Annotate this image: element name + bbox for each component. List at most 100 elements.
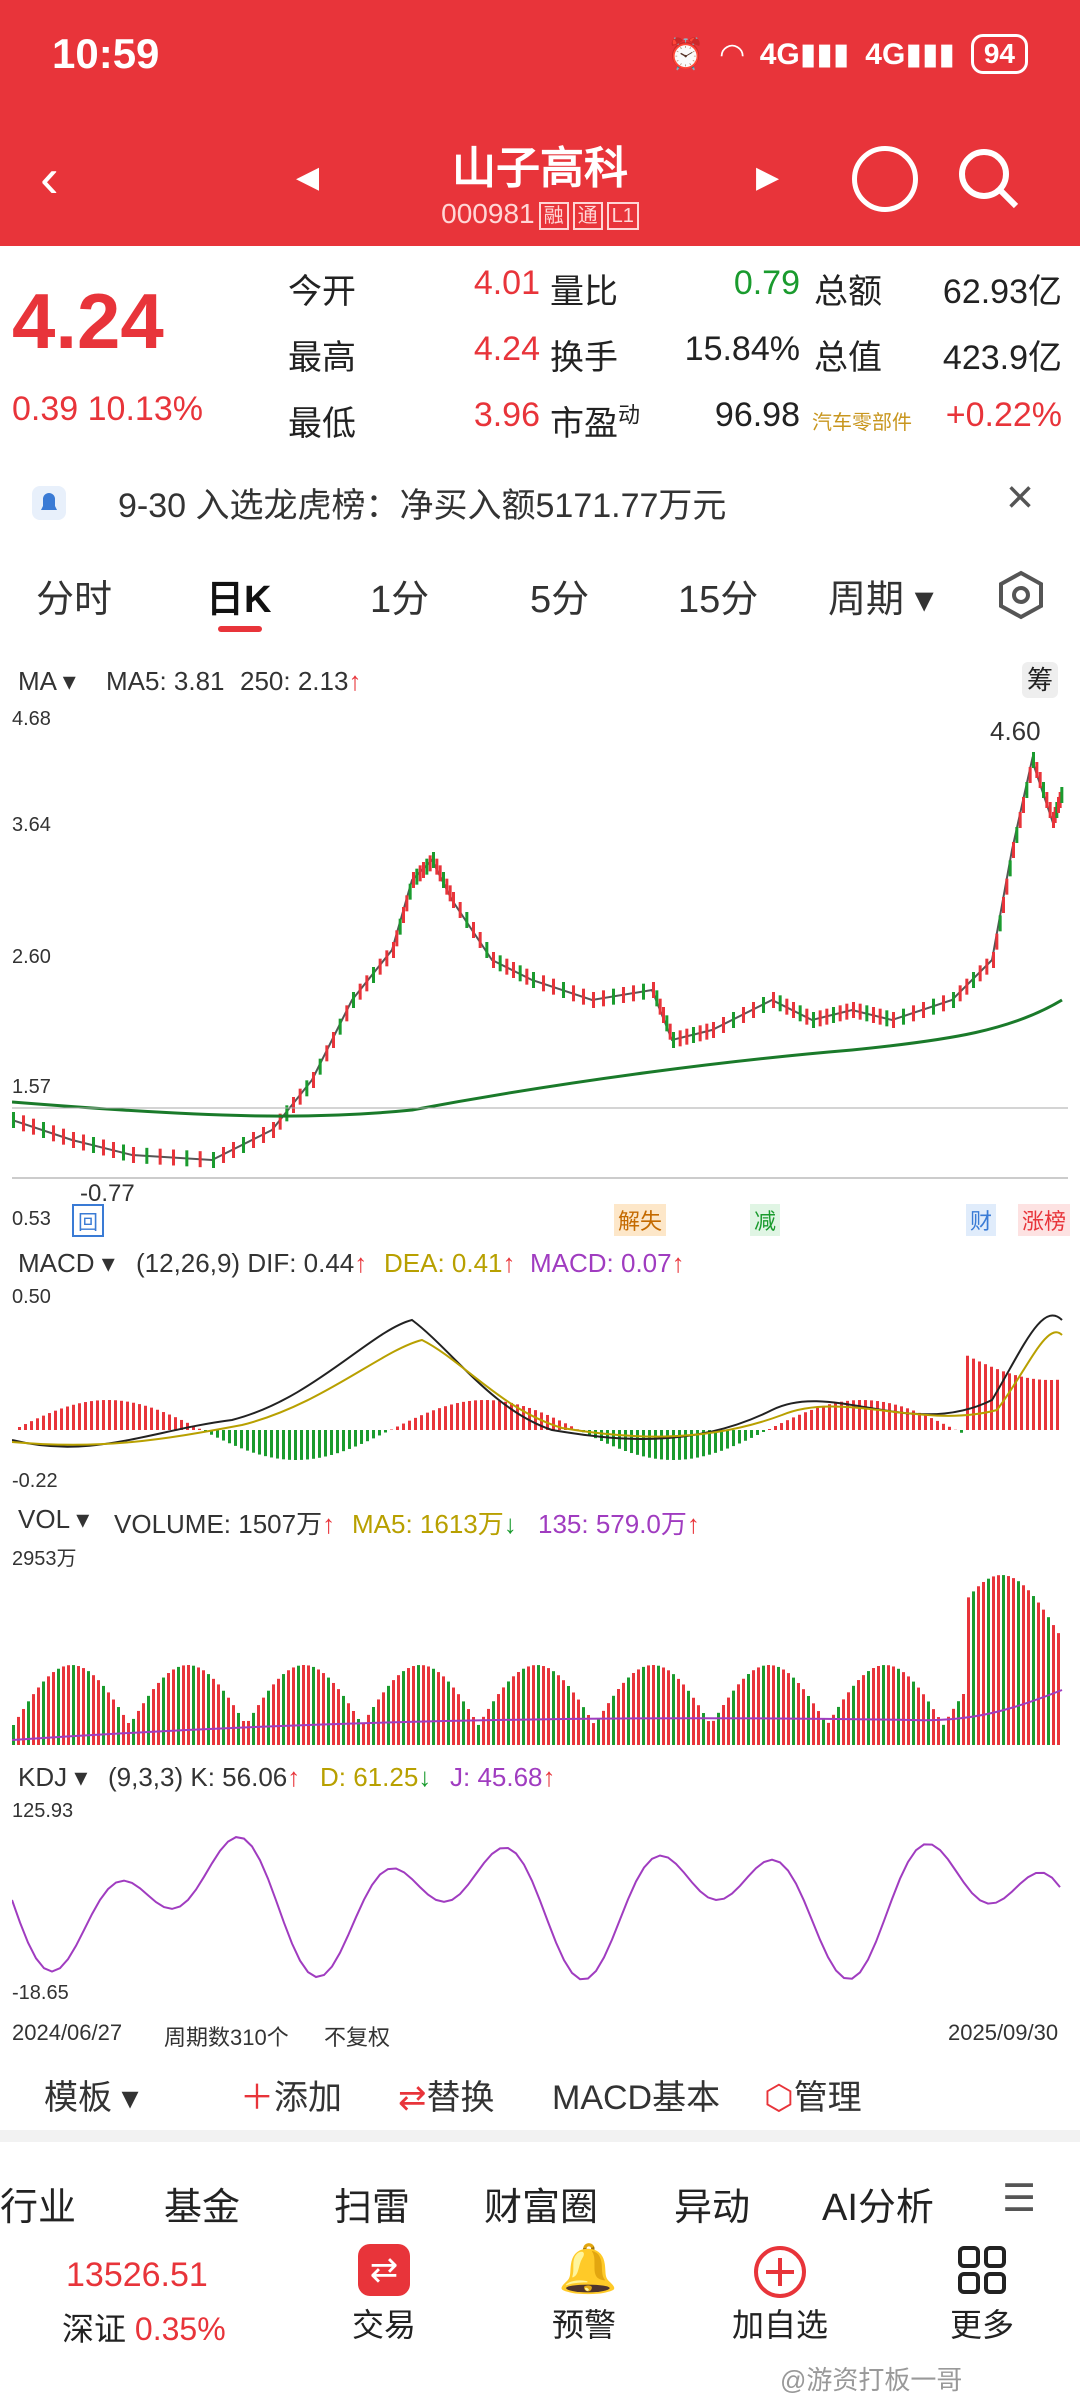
volume-bar — [232, 1705, 235, 1745]
kline-candle — [998, 915, 1002, 932]
dock-alert[interactable]: 预警 — [551, 2307, 616, 2343]
nav-fund[interactable]: 基金 — [164, 2187, 241, 2229]
add-button[interactable]: ＋添加 — [240, 2079, 342, 2117]
volume-bar — [37, 1687, 40, 1745]
kline-candle — [912, 1005, 915, 1022]
vol-indicator-select[interactable]: VOL ▾ — [18, 1504, 90, 1534]
kline-candle — [685, 1028, 689, 1045]
dock-trade[interactable]: 交易 — [351, 2307, 416, 2343]
kline-candle — [198, 1151, 202, 1168]
kline-candle — [552, 978, 555, 995]
notice-bar[interactable]: 9-30 入选龙虎榜：净买入额5171.77万元 × — [0, 460, 1080, 540]
tab-15min[interactable]: 15分 — [678, 579, 759, 621]
close-icon[interactable]: × — [1006, 471, 1035, 524]
macd-bar — [528, 1407, 531, 1430]
volume-bar — [287, 1670, 290, 1745]
volume-bar — [312, 1666, 315, 1745]
kdj-chart[interactable] — [12, 1800, 1068, 2000]
macd-chart[interactable] — [12, 1290, 1068, 1490]
tab-intraday[interactable]: 分时 — [36, 579, 113, 621]
volume-bar — [437, 1672, 440, 1745]
kline-candle — [82, 1134, 85, 1151]
back-icon[interactable]: ‹ — [40, 146, 59, 209]
volume-bar — [322, 1673, 325, 1745]
tab-5min[interactable]: 5分 — [530, 579, 590, 621]
alert-bell-icon[interactable]: 🔔 — [558, 2243, 618, 2296]
volume-bar — [257, 1705, 260, 1745]
chart-badge[interactable]: 涨榜 — [1018, 1204, 1071, 1236]
macd-bar — [558, 1420, 561, 1430]
nav-more-icon[interactable]: ☰ — [1002, 2178, 1037, 2220]
kline-candle — [412, 872, 415, 888]
template-select[interactable]: 模板 ▾ — [44, 2079, 139, 2117]
tab-1min[interactable]: 1分 — [370, 579, 430, 621]
prev-stock-icon[interactable]: ◀ — [296, 161, 320, 194]
macd-bar — [54, 1410, 57, 1430]
chart-badge[interactable]: 减 — [750, 1204, 781, 1236]
macd-bar — [702, 1430, 705, 1457]
kline-candle — [932, 998, 935, 1015]
kdj-indicator-select[interactable]: KDJ ▾ — [18, 1762, 88, 1792]
macd-bar — [90, 1401, 93, 1430]
macd-bar — [420, 1415, 423, 1430]
kline-candle — [612, 988, 615, 1005]
macd-bar — [756, 1430, 759, 1435]
kline-candle — [442, 872, 445, 888]
macd-indicator-select[interactable]: MACD ▾ — [18, 1248, 115, 1278]
volume-bar — [727, 1697, 730, 1745]
volume-bar — [642, 1666, 645, 1745]
volume-bar — [817, 1711, 820, 1745]
index-value[interactable]: 13526.51 — [66, 2256, 208, 2294]
nav-scan[interactable]: 扫雷 — [334, 2187, 411, 2229]
volume-bar — [457, 1694, 460, 1745]
volume-bar — [722, 1705, 725, 1745]
nav-ai[interactable]: AI分析 — [822, 2187, 934, 2229]
chart-badge[interactable]: 解失 — [614, 1204, 667, 1236]
next-stock-icon[interactable]: ▶ — [756, 161, 780, 194]
volume-bar — [552, 1671, 555, 1745]
chart-badge[interactable]: 回 — [72, 1204, 104, 1237]
macd-basic-button[interactable]: MACD基本 — [552, 2079, 721, 2117]
nav-industry[interactable]: 行业 — [0, 2187, 77, 2229]
adjust-mode[interactable]: 不复权 — [324, 2025, 391, 2050]
kline-candle — [1048, 802, 1052, 818]
macd-bar — [1008, 1373, 1011, 1430]
tab-daily-k[interactable]: 日K — [206, 579, 272, 621]
macd-bar — [126, 1401, 129, 1430]
range-start: 2024/06/27 — [12, 2020, 123, 2045]
dock-watchlist[interactable]: 加自选 — [731, 2307, 828, 2343]
volume-bar — [367, 1714, 370, 1745]
volume-bar — [427, 1666, 430, 1745]
volume-bar — [597, 1718, 600, 1745]
dock-more[interactable]: 更多 — [949, 2307, 1014, 2343]
settings-hex-icon[interactable] — [996, 570, 1046, 620]
manage-button[interactable]: ⬡管理 — [764, 2079, 862, 2117]
kline-candle — [472, 922, 475, 938]
more-grid-icon[interactable] — [956, 2244, 1008, 2296]
volume-chart[interactable] — [12, 1540, 1068, 1750]
kline-candle — [452, 892, 455, 908]
robot-assistant-icon[interactable] — [852, 146, 918, 212]
trade-icon[interactable]: ⇄ — [358, 2244, 410, 2296]
macd-bar — [372, 1430, 375, 1439]
nav-wealth[interactable]: 财富圈 — [484, 2187, 599, 2229]
search-icon[interactable] — [956, 146, 1022, 212]
kline-candle — [318, 1058, 322, 1075]
quote-label: 换手 — [550, 339, 618, 377]
macd-bar — [900, 1406, 903, 1430]
kline-candle — [352, 992, 355, 1008]
chip-distribution-button[interactable]: 筹 — [1022, 662, 1058, 698]
macd-bar — [498, 1400, 501, 1430]
volume-bar — [967, 1597, 970, 1745]
kline-candle — [798, 1005, 802, 1022]
tab-period[interactable]: 周期 ▾ — [828, 579, 934, 621]
kline-candle — [878, 1008, 882, 1025]
replace-button[interactable]: ⇄替换 — [398, 2079, 495, 2117]
chart-badge[interactable]: 财 — [966, 1204, 997, 1236]
kline-candle — [345, 1005, 349, 1022]
macd-bar — [456, 1403, 459, 1430]
kline-chart[interactable] — [12, 700, 1068, 1210]
add-watchlist-icon[interactable] — [752, 2244, 808, 2300]
ma-indicator-select[interactable]: MA ▾ — [18, 666, 76, 696]
nav-anomaly[interactable]: 异动 — [674, 2187, 751, 2229]
